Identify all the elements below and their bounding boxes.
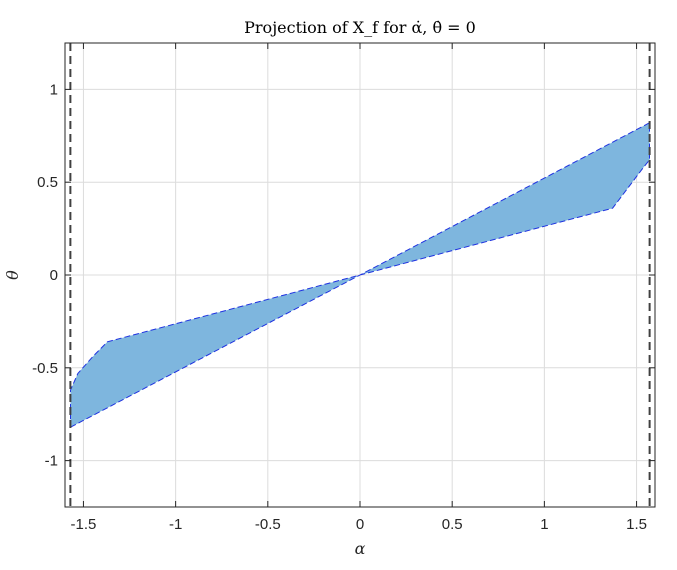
y-tick-label: 0 <box>50 267 58 284</box>
chart-title: Projection of X_f for α̇, θ̇ = 0 <box>244 18 476 37</box>
x-tick-label: 1 <box>540 516 548 533</box>
x-tick-labels: -1.5 -1 -0.5 0 0.5 1 1.5 <box>71 516 647 533</box>
x-tick-label: -1.5 <box>71 516 97 533</box>
y-tick-label: 1 <box>50 81 58 98</box>
x-tick-label: 0 <box>356 516 364 533</box>
y-axis-label: θ <box>3 270 22 280</box>
grid <box>65 43 655 507</box>
y-tick-label: 0.5 <box>37 174 58 191</box>
x-tick-label: 0.5 <box>442 516 463 533</box>
feasible-region <box>70 121 650 429</box>
x-axis-label: α <box>355 539 366 558</box>
x-tick-label: 1.5 <box>626 516 647 533</box>
y-tick-label: -0.5 <box>32 360 58 377</box>
x-tick-label: -0.5 <box>255 516 281 533</box>
y-tick-labels: -1 -0.5 0 0.5 1 <box>32 81 58 469</box>
x-tick-label: -1 <box>169 516 182 533</box>
axis-ticks <box>65 43 655 507</box>
y-tick-label: -1 <box>45 453 58 470</box>
region-polygon <box>70 121 650 429</box>
